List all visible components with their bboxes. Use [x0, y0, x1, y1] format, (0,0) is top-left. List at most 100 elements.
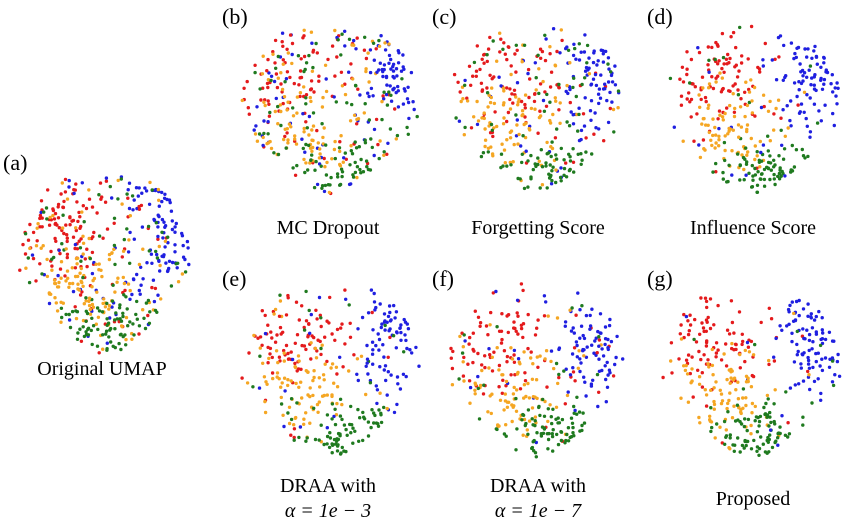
scatter-point [725, 328, 730, 332]
scatter-point [286, 357, 291, 361]
scatter-point [256, 336, 260, 340]
scatter-point [298, 91, 303, 95]
scatter-point [766, 109, 771, 114]
scatter-point [308, 394, 312, 399]
scatter-point [498, 31, 502, 35]
scatter-point [59, 300, 63, 304]
scatter-point [366, 311, 371, 315]
scatter-point [320, 343, 324, 347]
scatter-point [353, 429, 357, 433]
scatter-point [64, 312, 68, 317]
scatter-point [270, 371, 275, 375]
scatter-point [716, 303, 720, 308]
scatter-point [338, 140, 342, 144]
scatter-point [744, 80, 748, 84]
scatter-point [387, 53, 392, 58]
scatter-point [526, 432, 530, 436]
scatter-point [685, 372, 690, 376]
scatter-point [335, 401, 339, 406]
scatter-point [608, 106, 612, 111]
scatter-point [268, 110, 272, 115]
scatter-point [468, 335, 472, 340]
scatter-point [315, 317, 319, 321]
scatter-point [269, 146, 274, 151]
scatter-point [700, 321, 704, 325]
scatter-point [324, 173, 329, 177]
scatter-point [830, 73, 834, 77]
scatter-point [526, 71, 530, 76]
scatter-point [822, 82, 826, 86]
scatter-point [88, 256, 93, 261]
scatter-point [540, 165, 545, 169]
scatter-point [685, 72, 689, 77]
scatter-point [747, 87, 751, 92]
scatter-point [557, 421, 562, 425]
scatter-point [175, 266, 179, 270]
scatter-point [338, 397, 343, 401]
scatter-point [515, 48, 519, 52]
scatter-point [247, 112, 251, 116]
scatter-point [368, 168, 373, 172]
scatter-point [127, 181, 132, 185]
scatter-point [343, 29, 347, 33]
scatter-point [683, 368, 688, 373]
scatter-point [727, 163, 731, 167]
scatter-point [319, 352, 323, 357]
scatter-point [483, 138, 488, 142]
scatter-point [40, 272, 44, 276]
scatter-point [304, 102, 308, 106]
scatter-point [808, 135, 812, 139]
scatter-point [704, 393, 709, 397]
scatter-point [343, 44, 347, 48]
scatter-point [383, 323, 387, 328]
scatter-point [786, 126, 790, 130]
scatter-point [164, 261, 168, 265]
scatter-point [138, 292, 142, 296]
scatter-point [503, 399, 508, 403]
scatter-point [706, 106, 710, 111]
scatter-point [580, 82, 584, 87]
scatter-point [746, 379, 750, 384]
scatter-point [411, 100, 415, 104]
scatter-point [739, 410, 743, 414]
scatter-point [570, 352, 575, 356]
scatter-point [779, 174, 783, 178]
scatter-point [527, 419, 532, 423]
scatter-point [814, 351, 818, 356]
scatter-point [590, 152, 594, 156]
scatter-point [122, 237, 127, 242]
scatter-point [67, 312, 71, 317]
scatter-point [814, 359, 818, 364]
scatter-point [116, 178, 120, 183]
scatter-point [686, 400, 691, 404]
scatter-point [91, 324, 96, 328]
scatter-point [707, 82, 712, 86]
scatter-point [668, 76, 673, 81]
scatter-point [358, 416, 362, 420]
caption-line: DRAA with [279, 475, 377, 497]
panel-caption: Forgetting Score [428, 216, 648, 241]
scatter-point [522, 350, 526, 354]
scatter-point [574, 94, 578, 99]
scatter-point [797, 111, 802, 116]
scatter-point [365, 165, 369, 169]
scatter-point [139, 283, 143, 287]
scatter-point [746, 150, 750, 154]
scatter-point [245, 381, 250, 385]
scatter-point [355, 372, 359, 376]
scatter-point [533, 419, 537, 423]
scatter-point [304, 319, 309, 323]
scatter-point [554, 168, 558, 172]
scatter-point [543, 357, 547, 361]
scatter-point [678, 77, 682, 81]
scatter-point [146, 313, 150, 318]
scatter-point [523, 93, 528, 97]
scatter-point [766, 149, 770, 153]
scatter-point [27, 280, 32, 285]
scatter-point [800, 147, 804, 152]
scatter-point [684, 363, 688, 368]
scatter-point [590, 307, 594, 311]
scatter-point [157, 259, 161, 263]
scatter-point [286, 141, 290, 145]
scatter-point [549, 349, 554, 353]
